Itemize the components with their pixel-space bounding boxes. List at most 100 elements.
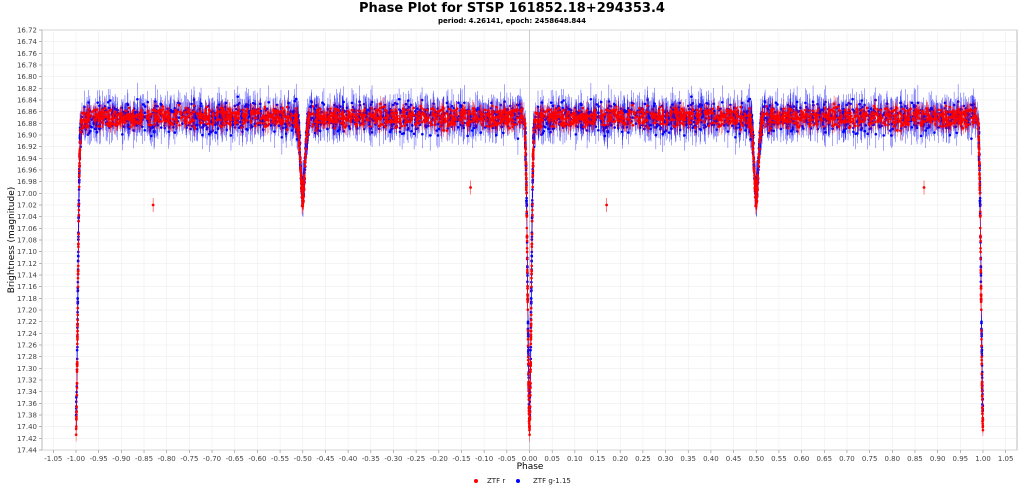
data-point — [217, 103, 221, 106]
data-point — [502, 131, 505, 135]
data-point — [436, 134, 440, 137]
data-point — [631, 116, 634, 119]
data-point — [858, 102, 861, 106]
data-point — [576, 125, 580, 129]
data-point — [915, 126, 919, 130]
data-point — [136, 97, 139, 101]
chart-subtitle: period: 4.26141, epoch: 2458648.844 — [438, 17, 586, 25]
data-point — [126, 102, 129, 105]
data-point — [141, 125, 144, 128]
data-point — [529, 297, 533, 300]
data-point — [574, 133, 578, 136]
data-point — [106, 100, 110, 104]
data-point — [740, 101, 744, 105]
data-point — [428, 134, 432, 137]
data-point — [310, 100, 313, 104]
data-point — [746, 99, 750, 103]
data-point — [239, 120, 242, 124]
data-point — [654, 133, 658, 137]
data-point — [90, 125, 93, 129]
data-point — [594, 125, 598, 128]
data-point — [108, 99, 112, 102]
data-point — [889, 129, 892, 132]
data-point — [916, 101, 920, 105]
chart-title: Phase Plot for STSP 161852.18+294353.4 — [359, 1, 665, 16]
data-point — [970, 137, 973, 140]
data-point — [860, 126, 863, 130]
data-point — [462, 126, 465, 130]
data-point — [313, 108, 316, 111]
data-point — [201, 133, 204, 137]
data-point — [904, 104, 907, 108]
data-point — [841, 110, 845, 114]
data-point — [671, 103, 674, 106]
data-point — [143, 128, 147, 132]
data-point — [397, 97, 401, 101]
data-point — [804, 101, 807, 105]
data-point — [229, 134, 233, 137]
data-point — [948, 133, 952, 137]
data-point — [189, 127, 193, 131]
data-point — [450, 104, 454, 108]
data-point — [435, 129, 439, 132]
data-point — [177, 116, 181, 119]
data-point — [141, 103, 145, 106]
data-point — [683, 134, 686, 137]
data-point — [874, 132, 878, 136]
data-point — [692, 120, 696, 124]
data-point — [899, 126, 903, 130]
data-point — [691, 126, 694, 130]
data-point — [121, 133, 124, 136]
data-point — [599, 100, 603, 104]
data-point — [457, 101, 460, 105]
data-point — [146, 100, 150, 104]
data-point — [560, 100, 563, 104]
data-point — [955, 131, 959, 135]
data-point — [245, 103, 248, 106]
data-point — [597, 128, 600, 132]
data-point — [406, 126, 410, 130]
data-point — [190, 102, 193, 106]
data-point — [198, 108, 201, 111]
data-point — [580, 123, 583, 127]
data-point — [350, 101, 354, 105]
data-point — [237, 126, 241, 130]
data-point — [529, 348, 532, 352]
data-point — [445, 101, 449, 105]
data-point — [698, 103, 702, 106]
data-point — [159, 126, 163, 129]
data-point — [763, 100, 767, 104]
data-point — [866, 132, 869, 136]
data-point — [199, 104, 202, 108]
data-point — [543, 125, 547, 129]
data-point — [490, 101, 493, 105]
data-point — [238, 101, 241, 105]
data-point — [580, 110, 583, 114]
data-point — [370, 131, 374, 134]
data-point — [273, 130, 276, 133]
data-point — [267, 100, 271, 104]
data-point — [720, 100, 724, 104]
data-point — [540, 101, 544, 104]
data-point — [562, 99, 565, 102]
data-point — [95, 130, 99, 134]
data-point — [362, 102, 366, 106]
data-point — [495, 133, 498, 137]
data-point — [123, 125, 126, 129]
data-point — [549, 130, 552, 134]
data-point — [642, 127, 646, 131]
data-point — [842, 130, 845, 134]
data-point — [651, 108, 655, 111]
data-point — [287, 101, 290, 105]
data-point — [516, 137, 520, 140]
data-point — [293, 99, 297, 103]
data-point — [579, 102, 583, 105]
data-point — [824, 131, 827, 134]
data-point — [412, 132, 416, 136]
data-point — [75, 348, 79, 352]
data-point — [613, 126, 616, 129]
data-point — [726, 130, 730, 133]
data-point — [735, 126, 738, 130]
data-point — [816, 102, 819, 106]
